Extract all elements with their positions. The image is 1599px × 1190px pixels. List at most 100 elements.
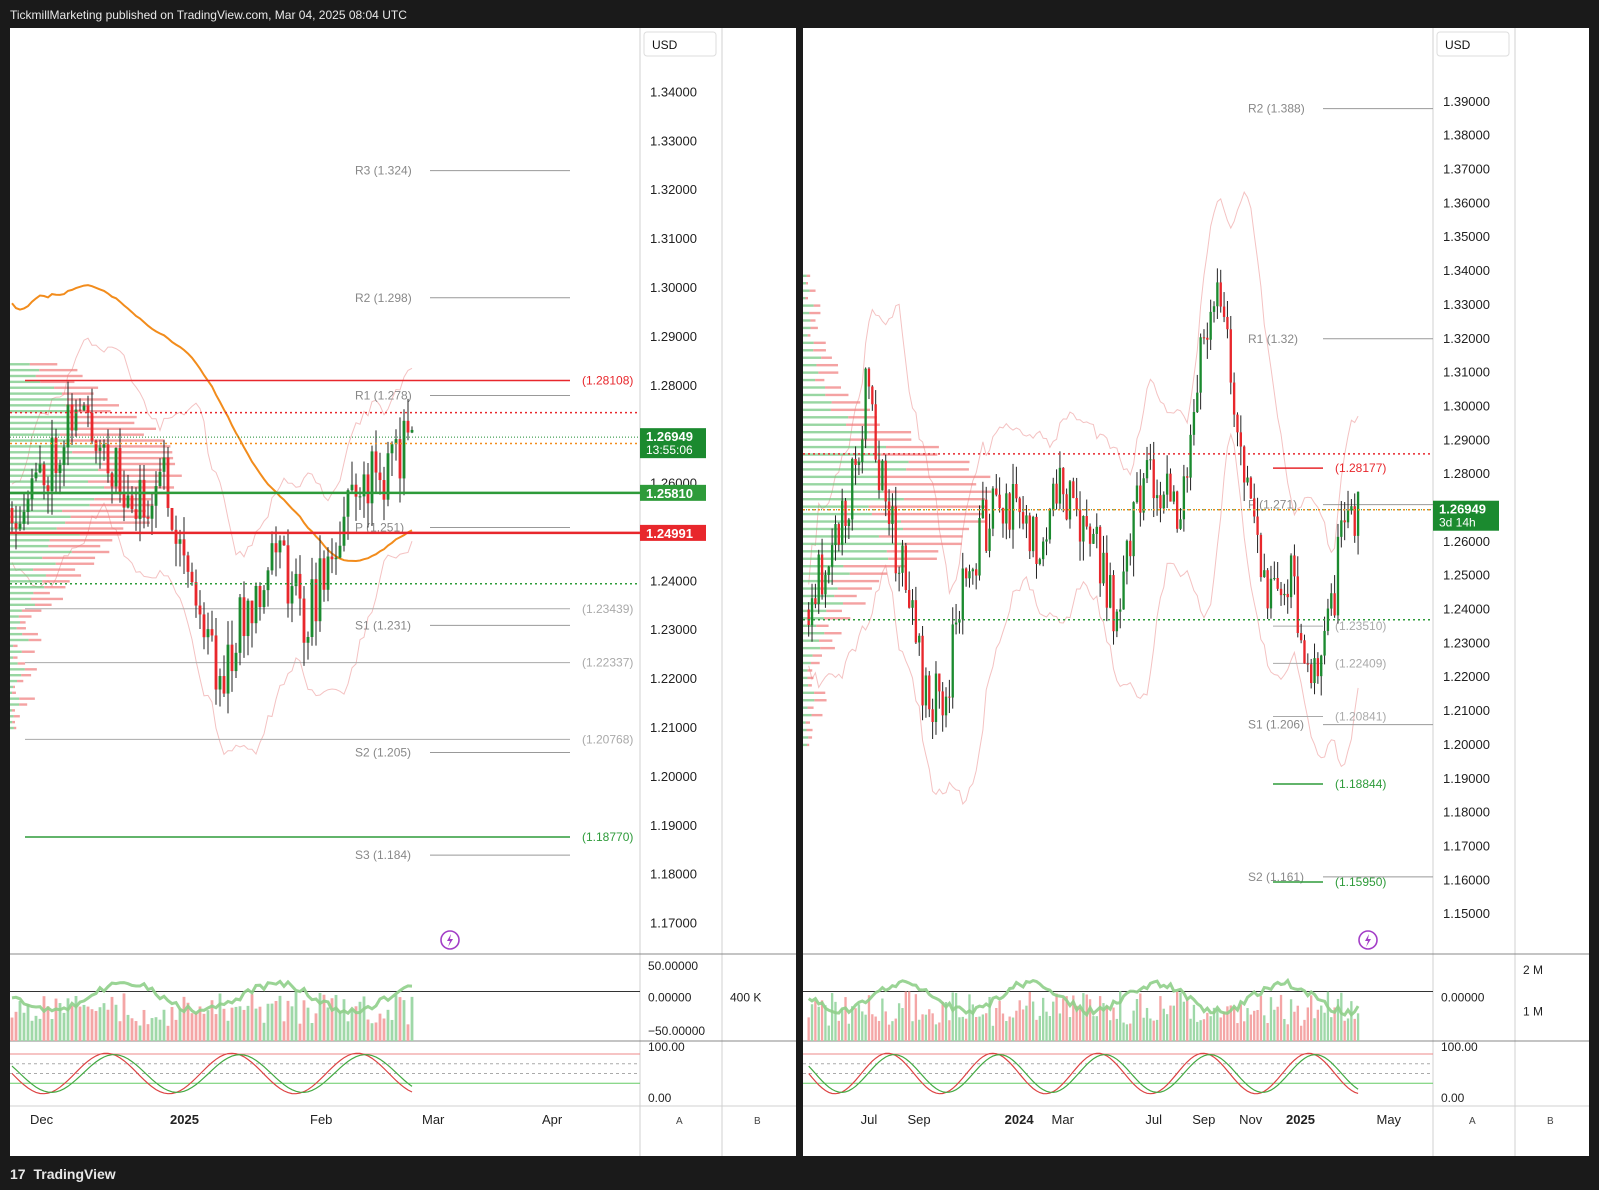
candle-body bbox=[374, 451, 378, 473]
volume-profile-bar bbox=[803, 669, 808, 672]
volume-profile-bar bbox=[10, 562, 56, 565]
volume-profile-bar bbox=[809, 311, 821, 315]
candle-body bbox=[146, 517, 150, 519]
volume-profile-bar bbox=[803, 602, 843, 605]
volume-profile-bar bbox=[10, 550, 72, 554]
candle-body bbox=[382, 480, 386, 500]
candle-body bbox=[90, 412, 94, 441]
candle-body bbox=[262, 590, 266, 608]
volume-profile-bar bbox=[10, 368, 40, 372]
volume-bar bbox=[1162, 1008, 1165, 1041]
volume-profile-bar bbox=[843, 565, 907, 568]
volume-bar bbox=[58, 1003, 62, 1041]
volume-bar bbox=[362, 996, 366, 1041]
stochastic-oscillator bbox=[10, 1052, 640, 1095]
volume-bar bbox=[1196, 1021, 1199, 1041]
volume-bar bbox=[150, 1018, 154, 1041]
candle-body bbox=[1005, 493, 1008, 524]
candle-body bbox=[114, 447, 118, 487]
volume-profile-bar bbox=[29, 363, 58, 366]
volume-bar bbox=[302, 1000, 306, 1041]
candle-body bbox=[210, 629, 214, 636]
pivot-label: R1 (1.278) bbox=[355, 389, 412, 403]
volume-bar bbox=[911, 1021, 914, 1041]
candle-body bbox=[1269, 578, 1273, 609]
volume-bar bbox=[830, 992, 834, 1041]
volume-bar bbox=[222, 1008, 226, 1041]
volume-profile-bar bbox=[823, 617, 851, 620]
volume-bar bbox=[1256, 1009, 1259, 1041]
candle-body bbox=[887, 501, 891, 524]
chart-svg-right[interactable]: USD 1.39000 1.38000 1.37000 1.36000 1.35000 1.… bbox=[803, 28, 1589, 1156]
candle-body bbox=[202, 614, 206, 638]
volume-profile-bar bbox=[10, 650, 22, 653]
volume-bar bbox=[1323, 1012, 1326, 1041]
chart-svg-left[interactable]: USD 1.34000 1.33000 1.32000 1.31000 1.30000 1.… bbox=[10, 28, 796, 1156]
scale-button-b[interactable]: B bbox=[754, 1116, 761, 1127]
volume-bar bbox=[350, 1009, 354, 1041]
candle-body bbox=[1306, 663, 1309, 665]
chart-panel-right[interactable]: USD 1.39000 1.38000 1.37000 1.36000 1.35000 1.… bbox=[803, 28, 1589, 1156]
volume-profile-bar bbox=[803, 713, 812, 717]
candle-body bbox=[294, 573, 298, 587]
volume-profile-bar bbox=[10, 451, 73, 454]
candle-body bbox=[230, 644, 234, 672]
volume-bar bbox=[1336, 998, 1340, 1041]
price-tick-label: 1.17000 bbox=[650, 916, 697, 931]
chart-panel-left[interactable]: USD 1.34000 1.33000 1.32000 1.31000 1.30000 1.… bbox=[10, 28, 796, 1156]
volume-bar bbox=[190, 1013, 194, 1041]
volume-profile-bar bbox=[10, 574, 46, 577]
volume-bar bbox=[1293, 1011, 1296, 1041]
level-tag-label: 1.25810 bbox=[646, 486, 693, 501]
candle-body bbox=[1078, 509, 1082, 542]
candle-body bbox=[126, 495, 130, 508]
volume-bar bbox=[126, 1014, 130, 1041]
candle-body bbox=[931, 709, 934, 723]
candle-body bbox=[214, 635, 218, 690]
volume-bar bbox=[918, 1019, 921, 1041]
candle-body bbox=[851, 458, 854, 520]
candle-body bbox=[1189, 434, 1192, 478]
volume-bar bbox=[26, 1003, 30, 1041]
volume-bar bbox=[1065, 996, 1068, 1041]
volume-bar bbox=[1075, 1005, 1078, 1041]
scale-button-a[interactable]: A bbox=[1469, 1116, 1476, 1127]
volume-bar bbox=[901, 1008, 904, 1041]
price-tick-label: 1.34000 bbox=[650, 84, 697, 99]
candle-body bbox=[1088, 526, 1092, 544]
volume-bar bbox=[154, 1017, 158, 1041]
volume-bar bbox=[62, 1012, 66, 1041]
scale-button-b[interactable]: B bbox=[1547, 1116, 1554, 1127]
price-tick-label: 1.19000 bbox=[1443, 771, 1490, 786]
volume-bar bbox=[1186, 998, 1189, 1041]
volume-profile-bar bbox=[803, 557, 889, 560]
volume-bar bbox=[122, 993, 126, 1041]
volume-bar bbox=[342, 999, 346, 1041]
volume-bar bbox=[924, 1014, 928, 1041]
volume-bar bbox=[995, 1007, 998, 1041]
candle-body bbox=[1192, 412, 1196, 435]
candle-body bbox=[861, 439, 864, 463]
candle-body bbox=[334, 557, 338, 560]
price-tick-label: 1.19000 bbox=[650, 818, 697, 833]
scale-button-a[interactable]: A bbox=[676, 1116, 683, 1127]
candle-body bbox=[350, 484, 354, 491]
volume-bar bbox=[274, 1001, 278, 1041]
volume-profile-bar bbox=[803, 505, 869, 508]
volume-bar bbox=[938, 1022, 941, 1041]
volume-profile-bar bbox=[10, 415, 69, 419]
tradingview-footer[interactable]: 17 TradingView bbox=[10, 1166, 116, 1182]
volume-bar bbox=[894, 1018, 897, 1041]
candle-body bbox=[1320, 655, 1323, 677]
candle-body bbox=[358, 496, 362, 498]
volume-profile-bar bbox=[821, 356, 832, 359]
candle-body bbox=[884, 460, 887, 502]
volume-bar bbox=[270, 1003, 274, 1041]
candle-body bbox=[844, 500, 847, 526]
last-price-tag bbox=[1433, 500, 1499, 531]
candle-body bbox=[1065, 494, 1068, 520]
candle-body bbox=[1135, 485, 1139, 503]
volume-bar bbox=[1018, 1000, 1021, 1041]
volume-profile-bar bbox=[803, 728, 807, 732]
candle-body bbox=[867, 368, 871, 387]
